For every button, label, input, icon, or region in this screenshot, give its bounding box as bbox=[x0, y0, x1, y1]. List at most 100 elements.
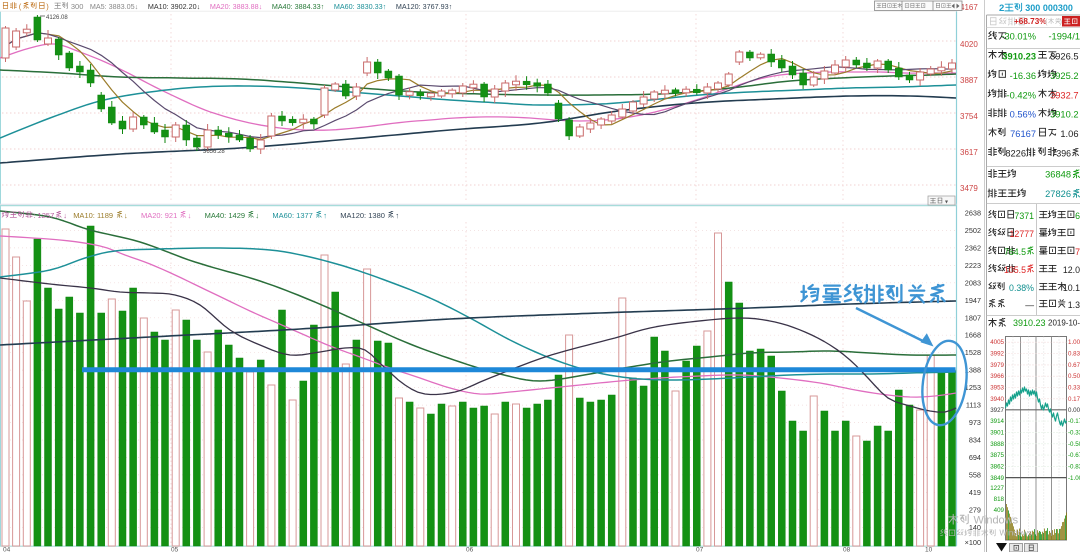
svg-text:2502: 2502 bbox=[965, 226, 981, 235]
svg-text:7371: 7371 bbox=[1014, 211, 1034, 221]
svg-text:2083: 2083 bbox=[965, 278, 981, 287]
svg-text:MA10: 3902.20↓: MA10: 3902.20↓ bbox=[148, 2, 200, 11]
svg-text:2362: 2362 bbox=[965, 243, 981, 252]
svg-text:0.33%: 0.33% bbox=[1068, 385, 1080, 392]
svg-text:3926.5: 3926.5 bbox=[1050, 52, 1078, 62]
svg-text:818: 818 bbox=[994, 496, 1005, 503]
svg-text:1947: 1947 bbox=[965, 296, 981, 305]
svg-text:27826: 27826 bbox=[1045, 189, 1071, 199]
svg-text:-1.00%: -1.00% bbox=[1068, 475, 1080, 482]
svg-text:MA60: 1377: MA60: 1377 bbox=[272, 211, 312, 220]
svg-text:0.00%: 0.00% bbox=[1068, 407, 1080, 414]
svg-text:-0.83%: -0.83% bbox=[1068, 463, 1080, 470]
svg-text:MA120: 1380: MA120: 1380 bbox=[340, 211, 385, 220]
svg-text:-0.50%: -0.50% bbox=[1068, 441, 1080, 448]
svg-text:-0.67%: -0.67% bbox=[1068, 452, 1080, 459]
svg-text:MA20: 3883.88↓: MA20: 3883.88↓ bbox=[210, 2, 262, 11]
svg-text:300 000300: 300 000300 bbox=[1025, 3, 1073, 13]
svg-text:MA5: 3883.05↓: MA5: 3883.05↓ bbox=[90, 2, 138, 11]
svg-text:(: ( bbox=[19, 2, 22, 11]
svg-text:↑: ↑ bbox=[395, 211, 399, 220]
svg-text:1668: 1668 bbox=[965, 331, 981, 340]
svg-text:-16.36: -16.36 bbox=[1010, 71, 1036, 81]
svg-text:-30.01%: -30.01% bbox=[1001, 32, 1036, 42]
svg-text:↓: ↓ bbox=[188, 211, 192, 220]
svg-text:7396: 7396 bbox=[1051, 149, 1071, 159]
svg-text:1227: 1227 bbox=[990, 485, 1004, 492]
svg-text:2638: 2638 bbox=[965, 209, 981, 218]
svg-text:3940: 3940 bbox=[990, 396, 1004, 403]
svg-text:0.50%: 0.50% bbox=[1068, 373, 1080, 380]
svg-text:08: 08 bbox=[843, 547, 851, 552]
svg-text:-1994/1: -1994/1 bbox=[1048, 32, 1080, 42]
svg-text:MA60: 3830.33↑: MA60: 3830.33↑ bbox=[334, 2, 386, 11]
svg-text:36848: 36848 bbox=[1045, 170, 1071, 180]
svg-text:+68.73%: +68.73% bbox=[1014, 17, 1047, 26]
svg-text:: 1257: : 1257 bbox=[33, 211, 54, 220]
svg-text:7: 7 bbox=[1075, 247, 1080, 257]
svg-text:3617: 3617 bbox=[960, 148, 978, 157]
svg-text:-0.33%: -0.33% bbox=[1068, 429, 1080, 436]
svg-text:3953: 3953 bbox=[990, 385, 1004, 392]
svg-text:1528: 1528 bbox=[965, 348, 981, 357]
svg-text:MA10: 1189: MA10: 1189 bbox=[73, 211, 113, 220]
svg-text:▾: ▾ bbox=[945, 200, 948, 206]
svg-text:4167: 4167 bbox=[960, 3, 978, 12]
svg-text:1253: 1253 bbox=[965, 383, 981, 392]
svg-text:-0.17%: -0.17% bbox=[1068, 418, 1080, 425]
svg-text:3875: 3875 bbox=[990, 452, 1004, 459]
svg-text:10.1: 10.1 bbox=[1063, 283, 1080, 293]
svg-text:MA120: 3767.93↑: MA120: 3767.93↑ bbox=[396, 2, 452, 11]
svg-text:12.0: 12.0 bbox=[1063, 265, 1080, 275]
svg-text:×100: ×100 bbox=[965, 538, 981, 547]
svg-text:3862: 3862 bbox=[990, 463, 1004, 470]
svg-text:4005: 4005 bbox=[990, 339, 1004, 346]
svg-text:4020: 4020 bbox=[960, 40, 978, 49]
svg-text:3992: 3992 bbox=[990, 351, 1004, 358]
svg-text:764.5: 764.5 bbox=[1004, 247, 1026, 257]
svg-text:3849: 3849 bbox=[990, 475, 1004, 482]
svg-text:—: — bbox=[1025, 300, 1034, 310]
svg-text:3910.2: 3910.2 bbox=[1050, 110, 1078, 120]
svg-text:1388: 1388 bbox=[965, 366, 981, 375]
svg-text:973: 973 bbox=[969, 418, 981, 427]
svg-text:558: 558 bbox=[969, 470, 981, 479]
svg-text:4126.08: 4126.08 bbox=[46, 15, 68, 21]
svg-text:3887: 3887 bbox=[960, 76, 978, 85]
svg-text:↑: ↑ bbox=[323, 211, 327, 220]
svg-text:279: 279 bbox=[969, 505, 981, 514]
svg-text:↓: ↓ bbox=[124, 211, 128, 220]
svg-text:-0.42%: -0.42% bbox=[1007, 90, 1036, 100]
svg-text:300: 300 bbox=[71, 2, 84, 11]
svg-text:6: 6 bbox=[1075, 211, 1080, 221]
svg-text:3910.23: 3910.23 bbox=[1013, 318, 1046, 328]
svg-text:12777: 12777 bbox=[1010, 229, 1035, 239]
svg-text:3888: 3888 bbox=[990, 441, 1004, 448]
svg-text:3910.23: 3910.23 bbox=[1002, 52, 1036, 62]
svg-text:2223: 2223 bbox=[965, 261, 981, 270]
svg-text:140: 140 bbox=[969, 523, 981, 532]
svg-text:409: 409 bbox=[994, 507, 1005, 514]
svg-text:1807: 1807 bbox=[965, 313, 981, 322]
svg-text:105.5: 105.5 bbox=[1004, 265, 1026, 275]
svg-text:3932.7: 3932.7 bbox=[1050, 90, 1078, 100]
svg-text:↓: ↓ bbox=[63, 211, 67, 220]
svg-text:07: 07 bbox=[696, 547, 704, 552]
svg-text:1.06: 1.06 bbox=[1060, 129, 1078, 139]
svg-text:76167: 76167 bbox=[1010, 129, 1036, 139]
svg-text:3901: 3901 bbox=[990, 429, 1004, 436]
svg-text:8226: 8226 bbox=[1005, 149, 1026, 159]
svg-text:10: 10 bbox=[925, 547, 933, 552]
svg-text:MA40: 3884.33↑: MA40: 3884.33↑ bbox=[272, 2, 324, 11]
svg-text:3914: 3914 bbox=[990, 418, 1004, 425]
svg-text:Windows: Windows bbox=[974, 515, 1019, 527]
svg-text:06: 06 bbox=[466, 547, 474, 552]
svg-text:05: 05 bbox=[171, 547, 179, 552]
svg-text:0.17%: 0.17% bbox=[1068, 396, 1080, 403]
svg-text:3979: 3979 bbox=[990, 362, 1004, 369]
svg-text:↓: ↓ bbox=[255, 211, 259, 220]
svg-text:0.38%: 0.38% bbox=[1009, 283, 1034, 293]
svg-text:3925.2: 3925.2 bbox=[1050, 71, 1078, 81]
svg-text:0.83%: 0.83% bbox=[1068, 351, 1080, 358]
svg-text:MA20: 921: MA20: 921 bbox=[141, 211, 177, 220]
